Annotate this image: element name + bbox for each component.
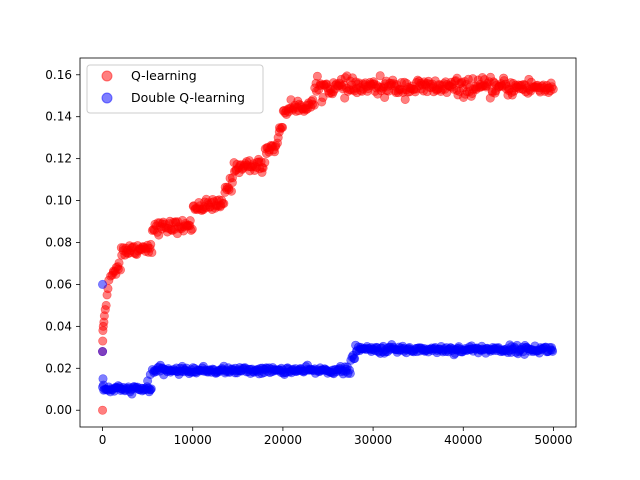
x-tick-label: 50000	[534, 433, 572, 447]
data-point	[101, 300, 111, 310]
data-point	[312, 71, 322, 81]
data-point	[400, 94, 410, 104]
data-point	[226, 186, 236, 196]
series-q-learning	[98, 71, 558, 415]
x-tick-label: 40000	[444, 433, 482, 447]
y-tick-label: 0.02	[45, 361, 72, 375]
x-tick-label: 20000	[264, 433, 302, 447]
x-tick-label: 10000	[174, 433, 212, 447]
data-point	[309, 100, 319, 110]
data-point	[98, 336, 108, 346]
y-tick-label: 0.00	[45, 403, 72, 417]
x-axis: 0 10000 20000 30000 40000 50000	[99, 427, 573, 447]
legend-frame	[86, 64, 264, 114]
data-point	[187, 224, 197, 234]
series-double-q-learning	[98, 279, 558, 399]
data-point	[219, 199, 229, 209]
legend-marker-double-q-learning	[101, 92, 113, 104]
legend-marker-q-learning	[101, 70, 113, 82]
y-tick-label: 0.12	[45, 152, 72, 166]
y-tick-label: 0.14	[45, 110, 72, 124]
y-tick-label: 0.08	[45, 236, 72, 250]
data-point	[98, 279, 108, 289]
x-tick-label: 0	[99, 433, 107, 447]
data-point	[145, 370, 155, 380]
data-point	[185, 216, 195, 226]
data-point	[146, 384, 156, 394]
data-point	[147, 248, 157, 258]
y-tick-label: 0.06	[45, 277, 72, 291]
data-point	[98, 380, 108, 390]
y-tick-label: 0.16	[45, 68, 72, 82]
data-point	[98, 347, 108, 357]
data-point	[98, 405, 108, 415]
data-point	[106, 271, 116, 281]
points-layer	[98, 71, 558, 415]
x-tick-label: 30000	[354, 433, 392, 447]
data-point	[146, 239, 156, 249]
legend-label-q-learning: Q-learning	[131, 68, 197, 83]
data-point	[260, 158, 270, 168]
y-axis: 0.00 0.02 0.04 0.06 0.08 0.10 0.12 0.14 0.16	[45, 68, 80, 417]
legend-label-double-q-learning: Double Q-learning	[131, 90, 245, 105]
y-tick-label: 0.10	[45, 194, 72, 208]
y-tick-label: 0.04	[45, 319, 72, 333]
data-point	[278, 122, 288, 132]
data-point	[345, 368, 355, 378]
data-point	[318, 93, 328, 103]
data-point	[548, 84, 558, 94]
legend: Q-learning Double Q-learning	[86, 64, 264, 114]
data-point	[115, 265, 125, 275]
data-point	[548, 346, 558, 356]
data-point	[375, 71, 385, 81]
